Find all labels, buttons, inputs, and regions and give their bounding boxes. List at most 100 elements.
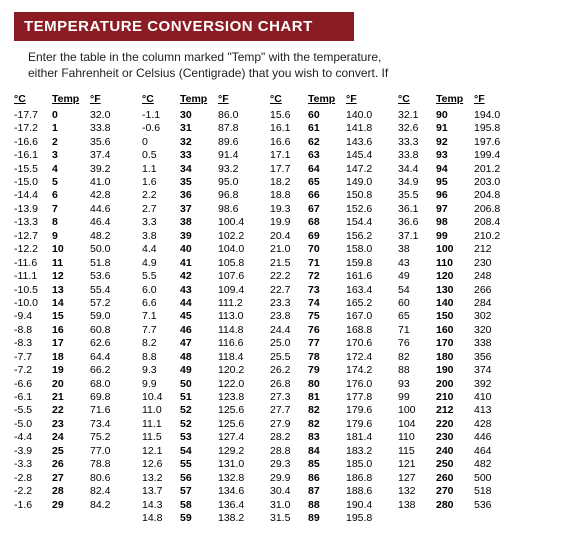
table-cell: 55 [180,458,218,471]
table-cell: 129.2 [218,445,260,458]
table-cell: 120.2 [218,364,260,377]
table-cell: 67 [308,203,346,216]
table-cell: 35 [180,176,218,189]
table-cell: -13.9 [14,203,52,216]
table-cell: 59 [180,512,218,525]
table-cell: 109.4 [218,284,260,297]
table-cell: 79 [308,364,346,377]
table-cell: 18.8 [270,189,308,202]
table-cell: 34.9 [398,176,436,189]
table-cell: 15 [52,310,90,323]
table-cell: 1 [52,122,90,135]
table-cell: 77 [308,337,346,350]
table-cell: 179.6 [346,418,388,431]
table-cell: 86 [308,472,346,485]
table-cell: 68 [308,216,346,229]
table-cell: 13 [52,284,90,297]
table-cell: 82 [308,404,346,417]
table-cell: 104 [398,418,436,431]
table-cell: 121 [398,458,436,471]
table-cell: 95 [436,176,474,189]
table-cell: 30.4 [270,485,308,498]
fahrenheit-header: °F [346,93,388,108]
table-cell: 33.8 [398,149,436,162]
table-cell: 72 [308,270,346,283]
table-cell: 58 [180,499,218,512]
table-cell: 208.4 [474,216,516,229]
table-cell: 89.6 [218,136,260,149]
table-cell: 57 [180,485,218,498]
table-cell: 85 [308,458,346,471]
table-cell: 26.8 [270,378,308,391]
table-cell: 190.4 [346,499,388,512]
table-cell: 98.6 [218,203,260,216]
table-cell: 183.2 [346,445,388,458]
table-cell: -11.1 [14,270,52,283]
table-cell: -12.2 [14,243,52,256]
chart-subtitle: Enter the table in the column marked "Te… [28,49,566,81]
table-cell: -8.8 [14,324,52,337]
table-cell: 25.0 [270,337,308,350]
table-cell: 74 [308,297,346,310]
group-separator [388,93,398,525]
table-cell: 138.2 [218,512,260,525]
table-cell: 138 [398,499,436,512]
temp-header: Temp [436,93,474,108]
table-cell: 91 [436,122,474,135]
table-cell: 11.1 [142,418,180,431]
subtitle-line-1: Enter the table in the column marked "Te… [28,50,381,64]
table-cell: 53 [180,431,218,444]
table-cell: 1.1 [142,163,180,176]
table-cell: 536 [474,499,516,512]
table-cell: 5 [52,176,90,189]
table-cell: 102.2 [218,230,260,243]
table-cell: 206.8 [474,203,516,216]
table-cell: -16.1 [14,149,52,162]
fahrenheit-column: °F86.087.889.691.493.295.096.898.6100.41… [218,93,260,525]
table-cell: -1.1 [142,109,180,122]
table-cell: 134.6 [218,485,260,498]
table-cell: 3.3 [142,216,180,229]
column-group: °C-17.7-17.2-16.6-16.1-15.5-15.0-14.4-13… [14,93,132,525]
table-cell: 210.2 [474,230,516,243]
table-cell: -10.0 [14,297,52,310]
table-cell: 114.8 [218,324,260,337]
group-separator [260,93,270,525]
table-cell: 107.6 [218,270,260,283]
table-cell: 500 [474,472,516,485]
celsius-header: °C [398,93,436,108]
table-cell: 21.0 [270,243,308,256]
table-cell: 44.6 [90,203,132,216]
table-cell: 82 [308,418,346,431]
table-cell: 21 [52,391,90,404]
table-cell: -5.0 [14,418,52,431]
table-cell: 12.1 [142,445,180,458]
table-cell: -2.8 [14,472,52,485]
table-cell: 172.4 [346,351,388,364]
table-cell: 212 [436,404,474,417]
table-cell: -17.7 [14,109,52,122]
celsius-header: °C [14,93,52,108]
table-cell: 45 [180,310,218,323]
table-cell: 46 [180,324,218,337]
table-cell: 195.8 [474,122,516,135]
table-cell: 8.2 [142,337,180,350]
table-cell: 20 [52,378,90,391]
table-cell: 88 [308,499,346,512]
table-cell: 136.4 [218,499,260,512]
table-cell: 123.8 [218,391,260,404]
table-cell: 30 [180,109,218,122]
table-cell: 71 [398,324,436,337]
table-cell: -7.7 [14,351,52,364]
table-cell: 70 [308,243,346,256]
table-cell: 52 [180,418,218,431]
table-cell: 82 [398,351,436,364]
table-cell: 38 [398,243,436,256]
table-cell: 64.4 [90,351,132,364]
table-cell: -6.6 [14,378,52,391]
table-cell: 36.1 [398,203,436,216]
table-cell: 78 [308,351,346,364]
table-cell: 118.4 [218,351,260,364]
table-cell: 149.0 [346,176,388,189]
table-cell: 75 [308,310,346,323]
